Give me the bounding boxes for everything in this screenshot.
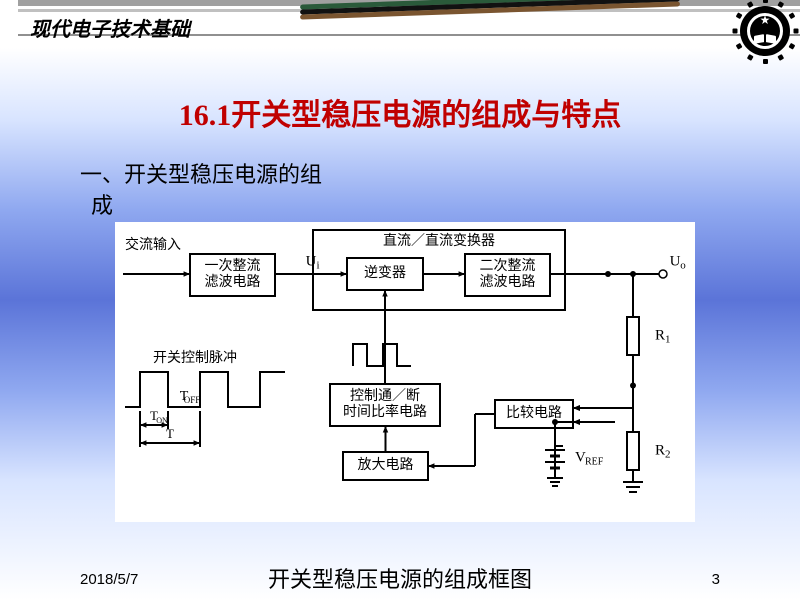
svg-text:控制通／断: 控制通／断	[350, 388, 420, 404]
svg-text:R: R	[655, 327, 665, 343]
svg-text:U: U	[670, 253, 681, 269]
svg-text:交流输入: 交流输入	[125, 236, 181, 253]
block-diagram: 直流／直流变换器一次整流滤波电路逆变器二次整流滤波电路控制通／断时间比率电路放大…	[115, 222, 695, 522]
cable-art	[300, 0, 680, 12]
svg-text:U: U	[306, 253, 317, 269]
svg-text:时间比率电路: 时间比率电路	[343, 403, 427, 420]
svg-text:1: 1	[665, 334, 671, 346]
svg-text:OFF: OFF	[184, 395, 201, 405]
svg-text:二次整流: 二次整流	[480, 258, 536, 274]
svg-text:T: T	[166, 426, 174, 441]
subtitle-line1: 一、开关型稳压电源的组	[80, 162, 322, 187]
svg-text:一次整流: 一次整流	[205, 258, 261, 274]
svg-text:REF: REF	[585, 456, 604, 467]
svg-text:滤波电路: 滤波电路	[480, 274, 536, 290]
svg-text:逆变器: 逆变器	[364, 265, 406, 281]
slide-title: 16.1开关型稳压电源的组成与特点	[0, 90, 800, 134]
section-heading: 一、开关型稳压电源的组 成	[80, 160, 322, 222]
svg-text:2: 2	[665, 449, 671, 461]
slide-date: 2018/5/7	[80, 571, 138, 588]
book-title: 现代电子技术基础	[30, 13, 190, 42]
svg-text:ON: ON	[156, 416, 168, 425]
svg-text:直流／直流变换器: 直流／直流变换器	[383, 232, 495, 249]
svg-text:滤波电路: 滤波电路	[205, 274, 261, 290]
diagram-svg: 直流／直流变换器一次整流滤波电路逆变器二次整流滤波电路控制通／断时间比率电路放大…	[115, 222, 695, 522]
svg-text:o: o	[680, 260, 686, 272]
svg-text:放大电路: 放大电路	[358, 457, 414, 473]
svg-text:比较电路: 比较电路	[506, 405, 562, 421]
gear-logo	[740, 6, 790, 56]
svg-text:R: R	[655, 442, 665, 458]
svg-text:开关控制脉冲: 开关控制脉冲	[153, 350, 237, 366]
subtitle-line2: 成	[91, 193, 113, 218]
page-number: 3	[712, 571, 720, 588]
top-bar: 现代电子技术基础	[0, 0, 800, 40]
svg-text:i: i	[316, 260, 319, 272]
